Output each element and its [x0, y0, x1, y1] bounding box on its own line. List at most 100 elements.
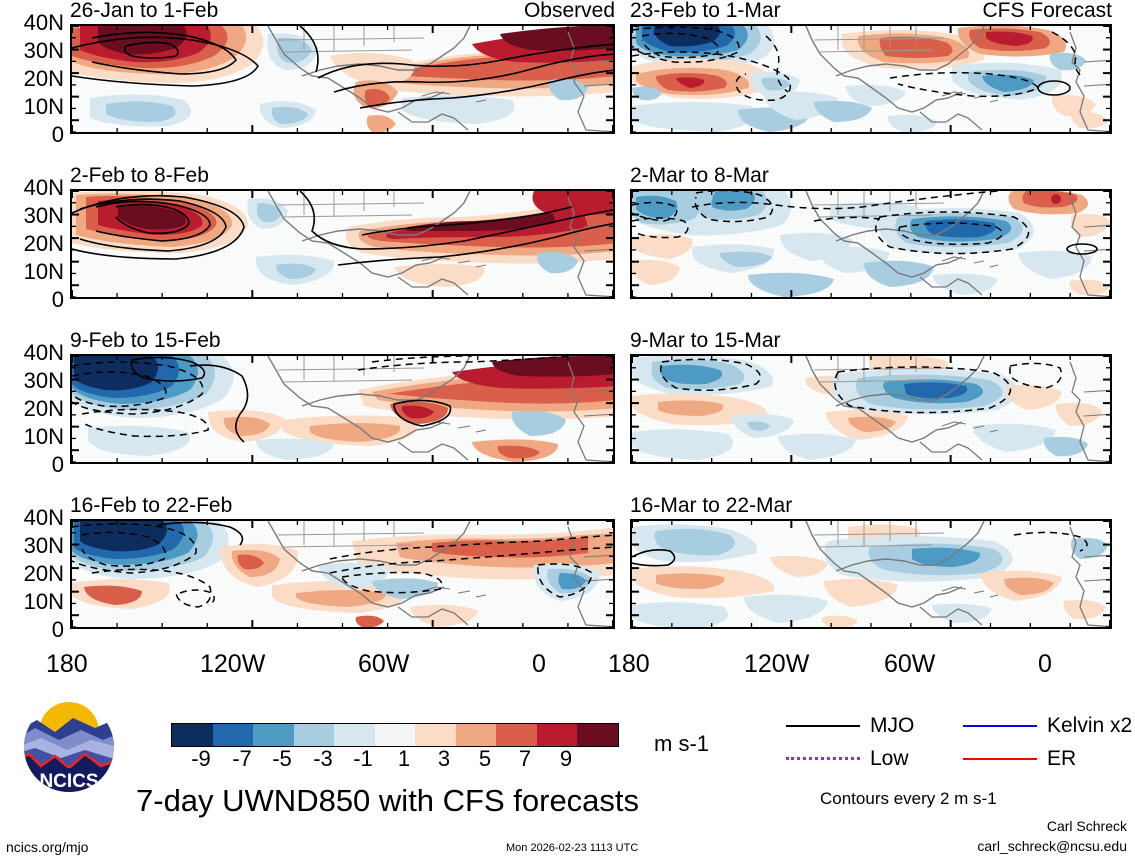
figure-main-title: 7-day UWND850 with CFS forecasts: [136, 783, 640, 818]
column-header-cfs-forecast: CFS Forecast: [982, 0, 1112, 22]
y-axis-label-40n: 40N: [23, 175, 64, 200]
colorbar-tick-3: 3: [437, 746, 451, 771]
panel-title: 9-Mar to 15-Mar: [630, 329, 781, 352]
author-email: carl_schreck@ncsu.edu: [977, 838, 1127, 854]
colorbar-cell: [455, 724, 497, 746]
y-axis-label-0: 0: [51, 452, 64, 477]
y-axis-label-0: 0: [51, 617, 64, 642]
legend-line-kelvin: [963, 724, 1037, 727]
anomaly-field-plot: [632, 521, 1110, 627]
panel-title: 16-Feb to 22-Feb: [70, 494, 233, 517]
panel-title: 2-Mar to 8-Mar: [630, 164, 769, 187]
ncics-logo: NCICS: [15, 702, 123, 792]
legend-line-er: [963, 757, 1037, 760]
colorbar-tick--1: -1: [353, 746, 373, 771]
colorbar-tick-9: 9: [559, 746, 573, 771]
anomaly-field-plot: [632, 356, 1110, 462]
plot-area: [70, 189, 615, 299]
colorbar-cell: [374, 724, 416, 746]
colorbar-tick-5: 5: [478, 746, 492, 771]
y-axis-label-20n: 20N: [23, 561, 64, 586]
anomaly-field-plot: [72, 356, 613, 462]
colorbar-tick--3: -3: [313, 746, 333, 771]
colorbar-tick-1: 1: [397, 746, 411, 771]
legend-label: ER: [1047, 747, 1077, 770]
x-axis-label-60w: 60W: [358, 650, 410, 678]
panel-title: 2-Feb to 8-Feb: [70, 164, 209, 187]
plot-area: [70, 354, 615, 464]
anomaly-field-plot: [632, 191, 1110, 297]
y-axis-label-30n: 30N: [23, 368, 64, 393]
map-panel-observed-3: 9-Feb to 15-Feb: [70, 330, 615, 464]
plot-area: [70, 24, 615, 134]
colorbar-cell: [536, 724, 578, 746]
x-axis-label-120w: 120W: [200, 650, 266, 678]
panel-title: 26-Jan to 1-Feb: [70, 0, 219, 22]
map-panel-forecast-1: 23-Feb to 1-Mar CFS Forecast: [630, 0, 1112, 134]
colorbar-units-label: m s-1: [654, 731, 709, 756]
plot-area: [630, 189, 1112, 299]
map-panel-observed-4: 16-Feb to 22-Feb: [70, 495, 615, 629]
legend-label: Low: [870, 747, 909, 770]
map-panel-forecast-4: 16-Mar to 22-Mar: [630, 495, 1112, 629]
colorbar-cell: [415, 724, 456, 746]
legend-item-low: Low: [786, 748, 909, 769]
colorbar-cell: [172, 724, 213, 746]
colorbar: [171, 723, 619, 747]
colorbar-tick-7: 7: [518, 746, 532, 771]
legend-item-er: ER: [963, 748, 1076, 769]
colorbar-cell: [293, 724, 335, 746]
colorbar-cell: [212, 724, 254, 746]
site-url[interactable]: ncics.org/mjo: [6, 839, 89, 855]
x-axis-label-180: 180: [46, 650, 88, 678]
colorbar-tick--9: -9: [191, 746, 211, 771]
y-axis-label-40n: 40N: [23, 340, 64, 365]
y-axis-label-40n: 40N: [23, 10, 64, 35]
map-panel-forecast-2: 2-Mar to 8-Mar: [630, 165, 1112, 299]
y-axis-label-20n: 20N: [23, 396, 64, 421]
y-axis-label-30n: 30N: [23, 203, 64, 228]
legend-label: MJO: [870, 714, 915, 737]
ncics-logo-text: NCICS: [39, 771, 98, 792]
map-panel-observed-1: 26-Jan to 1-Feb Observed: [70, 0, 615, 134]
y-axis-label-10n: 10N: [23, 94, 64, 119]
plot-area: [630, 519, 1112, 629]
legend-item-kelvin: Kelvin x2: [963, 715, 1132, 736]
legend-line-mjo: [786, 724, 860, 727]
legend-item-mjo: MJO: [786, 715, 914, 736]
colorbar-tick--5: -5: [272, 746, 292, 771]
plot-area: [70, 519, 615, 629]
y-axis-label-0: 0: [51, 122, 64, 147]
legend-label: Kelvin x2: [1047, 714, 1133, 737]
map-panel-observed-2: 2-Feb to 8-Feb: [70, 165, 615, 299]
x-axis-label-0: 0: [1038, 650, 1052, 678]
panel-title: 23-Feb to 1-Mar: [630, 0, 781, 22]
y-axis-label-30n: 30N: [23, 38, 64, 63]
author-name: Carl Schreck: [1046, 818, 1127, 834]
colorbar-cell: [496, 724, 537, 746]
x-axis-label-180: 180: [608, 650, 650, 678]
x-axis-label-0: 0: [532, 650, 546, 678]
plot-area: [630, 354, 1112, 464]
panel-title: 16-Mar to 22-Mar: [630, 494, 793, 517]
anomaly-field-plot: [72, 26, 613, 132]
column-header-observed: Observed: [523, 0, 615, 22]
y-axis-label-10n: 10N: [23, 589, 64, 614]
panel-title: 9-Feb to 15-Feb: [70, 329, 221, 352]
y-axis-label-10n: 10N: [23, 424, 64, 449]
y-axis-label-40n: 40N: [23, 505, 64, 530]
y-axis-label-20n: 20N: [23, 231, 64, 256]
plot-area: [630, 24, 1112, 134]
y-axis-label-20n: 20N: [23, 66, 64, 91]
colorbar-cell: [334, 724, 375, 746]
x-axis-label-60w: 60W: [884, 650, 936, 678]
anomaly-field-plot: [72, 521, 613, 627]
anomaly-field-plot: [72, 191, 613, 297]
colorbar-cell: [577, 724, 618, 746]
generation-timestamp: Mon 2026-02-23 1113 UTC: [506, 842, 639, 854]
contour-interval-note: Contours every 2 m s-1: [820, 789, 997, 808]
legend-line-low: [786, 757, 860, 760]
y-axis-label-10n: 10N: [23, 259, 64, 284]
y-axis-label-0: 0: [51, 287, 64, 312]
map-panel-forecast-3: 9-Mar to 15-Mar: [630, 330, 1112, 464]
